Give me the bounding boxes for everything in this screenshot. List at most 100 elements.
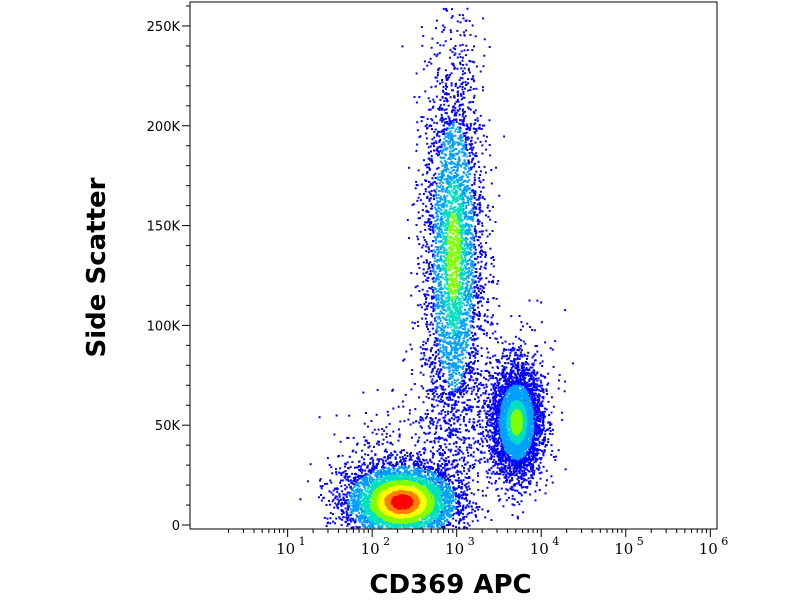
event-dot (350, 487, 353, 490)
event-dot (369, 457, 372, 460)
event-dot (547, 382, 550, 385)
event-dot (426, 64, 429, 67)
event-dot (532, 452, 535, 455)
event-dot (425, 180, 428, 182)
event-dot (424, 190, 427, 193)
event-dot (408, 459, 411, 462)
event-dot (493, 437, 496, 440)
event-dot (521, 355, 524, 358)
event-dot (445, 112, 448, 115)
event-dot (482, 86, 484, 89)
event-dot (531, 452, 533, 455)
event-dot (504, 461, 507, 464)
event-dot (426, 323, 429, 326)
event-dot (371, 521, 374, 524)
event-dot (392, 407, 395, 410)
event-dot (350, 517, 353, 520)
event-dot (482, 179, 485, 182)
event-dot (410, 272, 413, 275)
event-dot (419, 135, 422, 138)
event-dot (532, 369, 535, 372)
event-dot (453, 442, 455, 445)
event-dot (534, 345, 537, 348)
event-dot (500, 385, 503, 388)
event-dot (495, 430, 498, 432)
event-dot (534, 405, 537, 408)
event-dot (542, 420, 545, 422)
event-dot (483, 399, 485, 402)
event-dot (490, 467, 493, 470)
event-dot (545, 484, 548, 487)
event-dot (542, 396, 545, 399)
event-dot (382, 468, 385, 471)
event-dot (475, 87, 478, 90)
event-dot (498, 458, 501, 461)
event-dot (462, 92, 465, 95)
event-dot (477, 441, 479, 444)
event-dot (449, 504, 452, 507)
event-dot (340, 498, 343, 501)
event-dot (417, 466, 420, 469)
event-dot (363, 483, 366, 486)
event-dot (540, 387, 543, 390)
event-dot (495, 460, 497, 463)
event-dot (477, 198, 480, 201)
event-dot (475, 271, 478, 274)
event-dot (494, 372, 497, 374)
event-dot (338, 493, 341, 496)
event-dot (496, 447, 499, 450)
event-dot (446, 483, 449, 486)
event-dot (430, 347, 433, 350)
event-dot (545, 408, 548, 411)
event-dot (468, 372, 471, 375)
event-dot (426, 270, 429, 273)
event-dot (444, 88, 447, 91)
event-dot (478, 127, 481, 130)
event-dot (442, 385, 445, 388)
event-dot (485, 439, 488, 442)
event-dot (488, 429, 491, 432)
event-dot (529, 480, 532, 483)
event-dot (461, 103, 464, 106)
event-dot (427, 359, 430, 362)
event-dot (429, 233, 432, 235)
event-dot (466, 125, 469, 128)
event-dot (445, 484, 447, 486)
event-dot (341, 479, 344, 482)
event-dot (347, 467, 350, 470)
event-dot (512, 342, 515, 345)
event-dot (435, 76, 438, 79)
event-dot (476, 117, 479, 120)
event-dot (410, 373, 413, 375)
event-dot (520, 372, 522, 374)
event-dot (463, 116, 466, 119)
event-dot (469, 89, 472, 91)
event-dot (491, 332, 494, 335)
event-dot (455, 445, 458, 448)
event-dot (499, 467, 501, 470)
event-dot (442, 458, 445, 461)
event-dot (503, 460, 506, 463)
event-dot (509, 354, 511, 357)
event-dot (348, 502, 351, 505)
event-dot (453, 418, 456, 421)
event-dot (526, 362, 529, 365)
event-dot (480, 127, 483, 130)
event-dot (417, 196, 420, 199)
event-dot (455, 495, 458, 498)
event-dot (465, 499, 468, 502)
event-dot (442, 388, 445, 391)
event-dot (431, 370, 434, 373)
event-dot (516, 349, 519, 351)
event-dot (546, 479, 548, 482)
event-dot (361, 504, 364, 507)
event-dot (429, 323, 432, 326)
event-dot (473, 165, 475, 168)
event-dot (425, 342, 427, 345)
event-dot (444, 411, 447, 414)
event-dot (328, 499, 330, 502)
event-dot (412, 474, 415, 477)
event-dot (463, 401, 466, 404)
event-dot (446, 513, 449, 516)
event-dot (433, 145, 435, 148)
